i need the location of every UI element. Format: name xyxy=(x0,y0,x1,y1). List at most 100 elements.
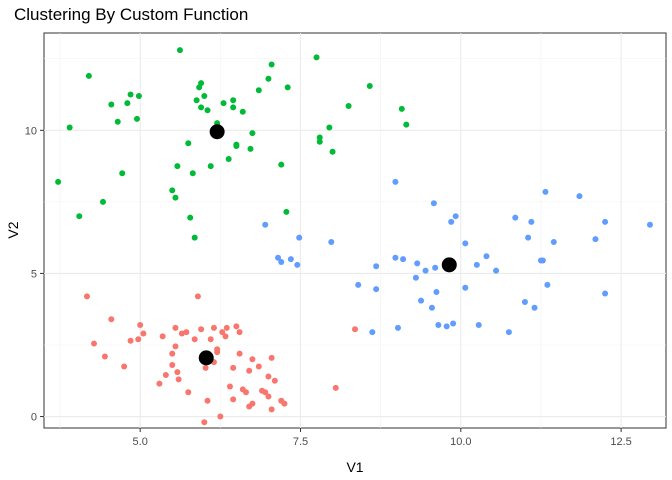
data-point xyxy=(544,281,551,288)
data-point xyxy=(294,261,301,268)
data-point xyxy=(493,267,500,274)
data-point xyxy=(156,380,163,387)
data-point xyxy=(473,261,480,268)
data-point xyxy=(422,267,429,274)
data-point xyxy=(119,170,126,177)
data-point xyxy=(204,107,211,114)
data-point xyxy=(175,376,182,383)
data-point xyxy=(366,82,373,89)
data-point xyxy=(236,350,243,357)
data-point xyxy=(223,324,230,331)
data-point xyxy=(191,234,198,241)
data-point xyxy=(265,75,272,82)
data-point xyxy=(462,284,469,291)
data-point xyxy=(352,326,358,333)
data-point xyxy=(242,389,249,396)
data-point xyxy=(66,124,73,131)
data-point xyxy=(525,234,532,241)
data-point xyxy=(135,92,142,99)
data-point xyxy=(201,419,208,426)
data-point xyxy=(512,214,519,221)
data-point xyxy=(326,124,333,131)
data-point xyxy=(528,218,535,225)
data-point xyxy=(176,47,183,54)
data-point xyxy=(249,400,256,407)
data-point xyxy=(284,84,291,91)
data-point xyxy=(412,274,419,281)
data-point xyxy=(99,198,106,205)
data-point xyxy=(332,384,339,391)
data-point xyxy=(185,140,192,147)
data-point xyxy=(222,333,229,340)
data-point xyxy=(475,321,482,328)
data-point xyxy=(262,221,269,228)
cluster-center-point xyxy=(198,350,214,366)
data-point xyxy=(432,264,439,271)
data-point xyxy=(450,320,457,327)
chart-title: Clustering By Custom Function xyxy=(14,5,248,24)
data-point xyxy=(226,383,233,390)
data-point xyxy=(169,187,176,194)
data-point xyxy=(108,101,115,108)
data-point xyxy=(414,260,421,267)
data-point xyxy=(169,362,176,369)
data-point xyxy=(296,234,303,241)
data-point xyxy=(394,324,401,331)
x-tick-label: 12.5 xyxy=(610,436,631,448)
data-point xyxy=(193,97,200,104)
data-point xyxy=(76,213,83,220)
data-point xyxy=(265,393,272,400)
data-point xyxy=(268,61,275,68)
data-point xyxy=(400,256,407,263)
data-point xyxy=(281,400,288,407)
data-point xyxy=(483,253,490,260)
data-point xyxy=(550,238,557,245)
data-point xyxy=(275,254,282,261)
data-point xyxy=(246,367,253,374)
data-point xyxy=(443,323,450,330)
cluster-center-point xyxy=(209,124,225,140)
data-point xyxy=(219,329,226,336)
data-point xyxy=(233,143,240,150)
data-point xyxy=(448,218,455,225)
data-point xyxy=(602,290,609,297)
data-point xyxy=(392,178,399,185)
data-point xyxy=(127,337,134,344)
data-point xyxy=(91,340,98,347)
data-point xyxy=(207,163,214,170)
data-point xyxy=(278,161,285,168)
data-point xyxy=(268,354,275,361)
data-point xyxy=(539,257,546,264)
data-point xyxy=(531,304,538,311)
data-point xyxy=(268,406,275,413)
data-point xyxy=(602,218,609,225)
data-point xyxy=(592,236,599,243)
data-point xyxy=(194,293,201,300)
data-point xyxy=(230,396,237,403)
data-point xyxy=(249,356,256,363)
data-point xyxy=(452,213,459,220)
data-point xyxy=(373,263,380,270)
data-point xyxy=(255,363,262,370)
data-point xyxy=(137,321,144,328)
data-point xyxy=(430,200,437,207)
data-point xyxy=(204,397,211,404)
data-point xyxy=(172,324,179,331)
data-point xyxy=(271,377,278,384)
data-point xyxy=(191,336,198,343)
x-tick-label: 10.0 xyxy=(450,436,471,448)
y-tick-label: 5 xyxy=(31,268,37,280)
data-point xyxy=(230,104,237,111)
data-point xyxy=(133,115,140,122)
data-point xyxy=(135,336,142,343)
data-point xyxy=(462,240,469,247)
data-point xyxy=(287,256,294,263)
data-point xyxy=(646,221,653,228)
data-point xyxy=(542,188,549,195)
data-point xyxy=(114,118,121,125)
data-point xyxy=(392,254,399,261)
data-point xyxy=(262,389,269,396)
data-points xyxy=(55,47,653,426)
data-point xyxy=(55,178,62,185)
